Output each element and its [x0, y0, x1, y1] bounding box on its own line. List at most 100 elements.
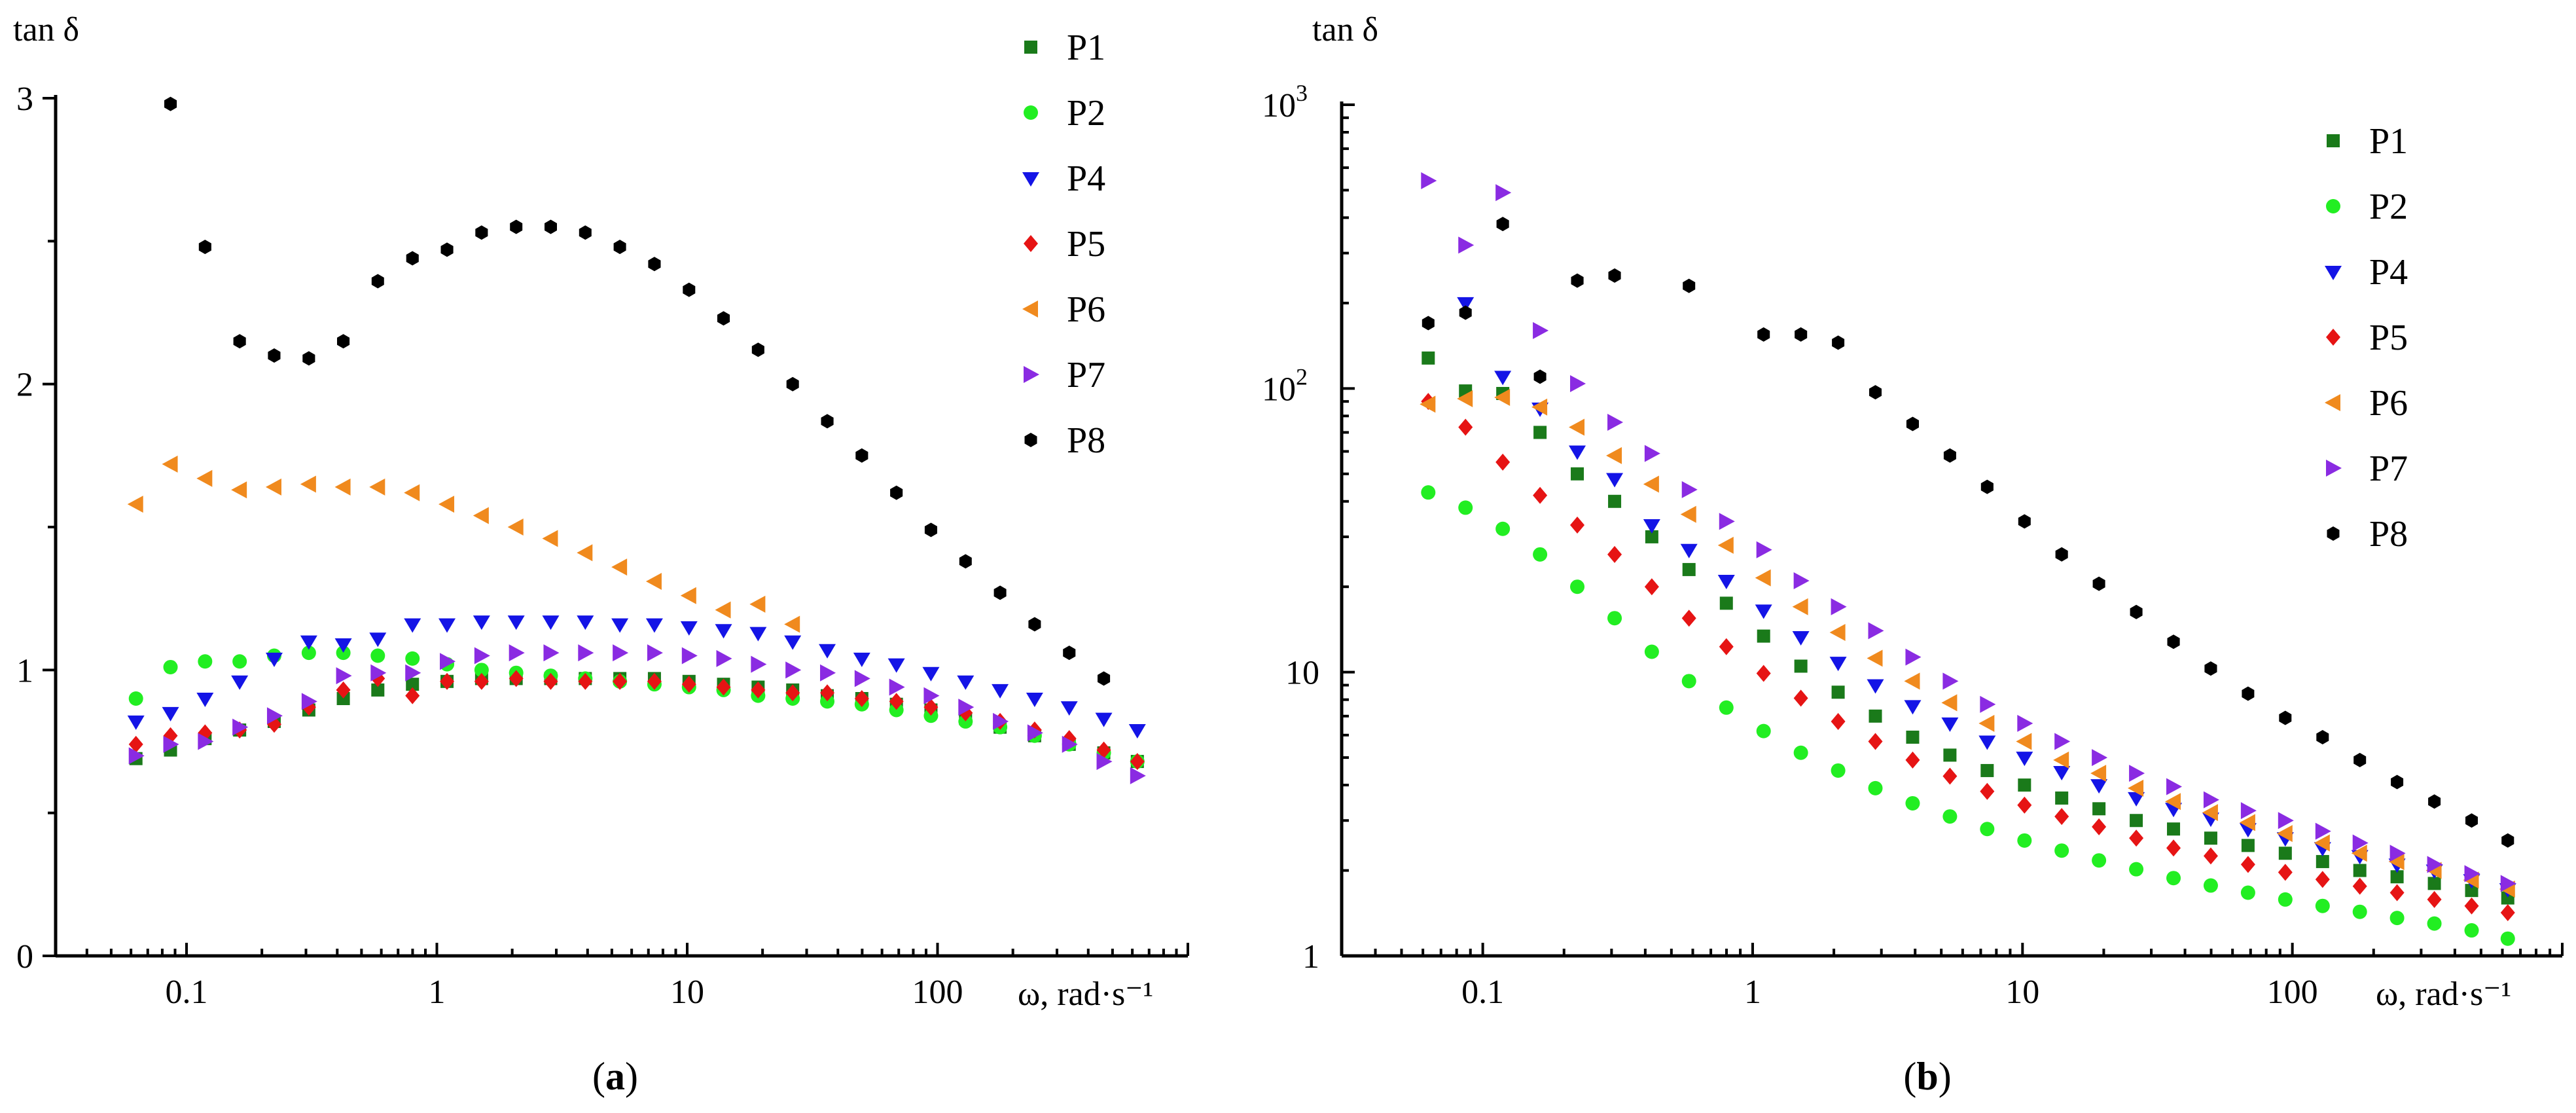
data-point-p4: [957, 675, 975, 690]
data-point-p6: [2016, 733, 2032, 750]
data-point-p8: [440, 242, 454, 257]
data-point-p5: [1868, 733, 1883, 750]
legend-marker-p7: [2326, 460, 2342, 477]
data-point-p2: [1458, 500, 1473, 515]
data-point-p5: [2352, 877, 2367, 895]
data-point-p4: [680, 621, 698, 636]
data-point-p7: [2352, 834, 2369, 852]
data-point-p1: [1943, 748, 1957, 762]
data-point-p6: [369, 478, 385, 496]
data-point-p1: [2092, 802, 2106, 816]
data-point-p8: [1869, 385, 1882, 400]
series-p4-a: [127, 615, 1146, 739]
data-point-p8: [1028, 617, 1041, 632]
data-point-p4: [611, 618, 629, 633]
data-point-p2: [336, 646, 351, 661]
data-point-p7: [405, 664, 421, 682]
data-point-p7: [681, 647, 698, 665]
data-point-p1: [2316, 854, 2329, 868]
data-point-p8: [1496, 217, 1509, 232]
data-point-p5: [2464, 897, 2479, 915]
data-point-p2: [2427, 916, 2442, 931]
data-point-p5: [2092, 818, 2107, 835]
legend-label-p2: P2: [1067, 93, 1105, 134]
data-point-p4: [473, 615, 490, 630]
data-point-p4: [1867, 679, 1884, 694]
data-point-p7: [1421, 172, 1437, 189]
series-p7-b: [1421, 172, 2516, 892]
data-point-p2: [1533, 547, 1548, 562]
data-point-p7: [1980, 695, 1996, 713]
data-point-p5: [1644, 578, 1659, 596]
data-point-p4: [1494, 371, 1512, 386]
data-point-p4: [1792, 630, 1810, 646]
data-point-p1: [1608, 494, 1622, 508]
x-tick-label-b: 1: [1744, 974, 1761, 1011]
data-point-p2: [1980, 822, 1995, 837]
data-point-p6: [2314, 834, 2330, 852]
data-point-p7: [1905, 648, 1922, 666]
data-point-p4: [369, 632, 387, 648]
data-point-p7: [2203, 791, 2219, 809]
data-point-p7: [716, 649, 732, 667]
data-point-p1: [1757, 629, 1770, 643]
series-p1-a: [129, 672, 1144, 769]
y-tick-label-a: 1: [16, 652, 33, 689]
data-point-p7: [2054, 733, 2071, 750]
data-point-p4: [404, 618, 421, 633]
data-point-p2: [474, 663, 489, 678]
data-point-p6: [507, 519, 524, 536]
data-point-p2: [2315, 898, 2330, 913]
data-point-p4: [853, 652, 870, 667]
panel-label-b: (b): [1903, 1055, 1951, 1098]
data-point-p8: [1832, 335, 1845, 350]
data-point-p6: [300, 475, 316, 493]
data-point-p6: [749, 595, 766, 613]
data-point-p7: [1570, 374, 1586, 392]
data-point-p7: [1681, 481, 1698, 498]
data-point-p6: [2165, 793, 2181, 811]
data-point-p1: [2167, 822, 2181, 836]
data-point-p6: [1606, 447, 1622, 464]
legend-label-p6: P6: [1067, 289, 1105, 330]
data-point-p2: [198, 654, 213, 669]
data-point-p7: [266, 707, 283, 725]
data-point-p8: [2465, 813, 2478, 828]
data-point-p5: [1458, 418, 1473, 436]
data-point-p2: [2389, 911, 2405, 926]
y-tick-label-b: 1: [1302, 938, 1319, 976]
data-point-p2: [370, 648, 385, 663]
data-point-p7: [543, 644, 560, 662]
x-tick-label-a: 0.1: [166, 974, 208, 1011]
x-tick-label-b: 0.1: [1461, 974, 1504, 1011]
data-point-p6: [196, 469, 213, 487]
data-point-p7: [1027, 724, 1043, 742]
data-point-p8: [924, 522, 937, 538]
data-point-p2: [2129, 862, 2144, 877]
data-point-p7: [232, 718, 249, 736]
data-point-p7: [1831, 598, 1847, 615]
data-point-p7: [370, 664, 387, 682]
data-point-p8: [717, 311, 730, 326]
data-point-p2: [889, 702, 904, 718]
data-point-p4: [300, 635, 317, 650]
data-point-p2: [1831, 763, 1846, 778]
data-point-p6: [1680, 505, 1696, 523]
data-point-p5: [1607, 545, 1622, 563]
data-point-p2: [405, 651, 420, 666]
data-point-p1: [2018, 778, 2031, 792]
data-point-p6: [1904, 672, 1920, 690]
x-axis-title-a: ω, rad·s⁻¹: [1018, 976, 1153, 1013]
data-point-p8: [821, 414, 834, 429]
data-point-p2: [2203, 878, 2218, 893]
data-point-p7: [1495, 184, 1512, 202]
legend-b: P1 P2 P4 P5 P6 P7 P8: [2325, 121, 2408, 555]
data-point-p4: [1717, 575, 1735, 590]
data-point-p7: [1062, 735, 1078, 753]
data-point-p5: [785, 684, 800, 702]
data-point-p6: [2090, 765, 2107, 782]
data-point-p1: [2204, 831, 2217, 845]
data-point-p7: [198, 733, 214, 750]
data-point-p5: [1905, 751, 1920, 769]
